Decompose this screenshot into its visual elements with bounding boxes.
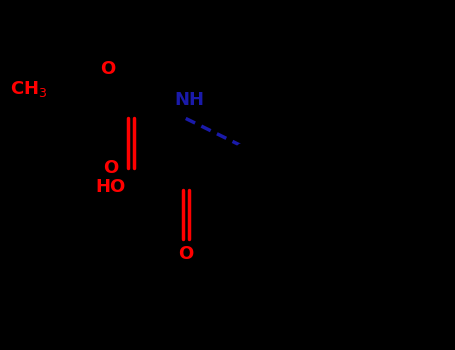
Text: HO: HO xyxy=(95,178,125,196)
Text: NH: NH xyxy=(175,91,205,108)
Text: O: O xyxy=(100,60,115,78)
Text: CH$_3$: CH$_3$ xyxy=(10,79,48,99)
Text: O: O xyxy=(178,245,193,264)
Text: O: O xyxy=(103,159,118,177)
